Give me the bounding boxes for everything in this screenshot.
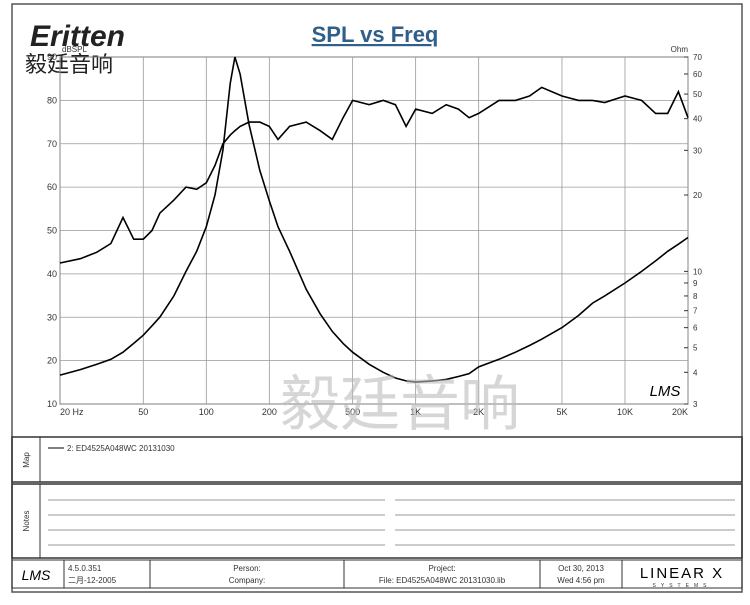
plot-annotation: LMS bbox=[650, 383, 681, 400]
y-tick-label: 80 bbox=[47, 95, 57, 105]
y2-tick-label: 3 bbox=[693, 400, 698, 409]
y-tick-label: 40 bbox=[47, 269, 57, 279]
chart-title: SPL vs Freq bbox=[312, 22, 439, 47]
y2-tick-label: 50 bbox=[693, 90, 702, 99]
y2-tick-label: 20 bbox=[693, 191, 702, 200]
y2-tick-label: 10 bbox=[693, 267, 702, 276]
legend-entry: 2: ED4525A048WC 20131030 bbox=[67, 444, 175, 453]
y-tick-label: 10 bbox=[47, 399, 57, 409]
y-tick-label: 20 bbox=[47, 356, 57, 366]
footer-lms: LMS bbox=[22, 567, 51, 583]
y2-tick-label: 5 bbox=[693, 344, 698, 353]
logo-cn: 毅廷音响 bbox=[25, 52, 113, 77]
frame bbox=[11, 3, 743, 593]
y2-tick-label: 7 bbox=[693, 307, 698, 316]
person: Person: bbox=[233, 564, 261, 573]
y2-axis-label: Ohm bbox=[671, 45, 689, 54]
note-lines bbox=[48, 499, 735, 546]
map-label: Map bbox=[22, 452, 31, 468]
brand-sub: SYSTEMS bbox=[653, 583, 712, 589]
y2-tick-label: 4 bbox=[693, 368, 698, 377]
watermark: 毅廷音响 bbox=[280, 371, 520, 438]
y-axis-label: dBSPL bbox=[62, 45, 87, 54]
x-tick-label: 5K bbox=[556, 407, 567, 417]
y-tick-label: 60 bbox=[47, 182, 57, 192]
y2-tick-label: 9 bbox=[693, 279, 698, 288]
y-tick-label: 90 bbox=[47, 52, 57, 62]
map-section bbox=[11, 436, 743, 483]
x-tick-label: 20K bbox=[672, 407, 688, 417]
footer-date: Oct 30, 2013 bbox=[558, 564, 604, 573]
x-tick-label: 10K bbox=[617, 407, 633, 417]
y2-tick-label: 70 bbox=[693, 53, 702, 62]
date: 二月-12-2005 bbox=[68, 576, 117, 585]
x-tick-label: 500 bbox=[345, 407, 360, 417]
x-tick-label: 1K bbox=[410, 407, 421, 417]
x-tick-label: 100 bbox=[199, 407, 214, 417]
logo: Eritten bbox=[30, 20, 125, 53]
y2-tick-label: 6 bbox=[693, 324, 698, 333]
brand: LINEAR X bbox=[640, 565, 724, 582]
version: 4.5.0.351 bbox=[68, 564, 102, 573]
y-tick-label: 50 bbox=[47, 226, 57, 236]
x-tick-label: 20 Hz bbox=[60, 407, 84, 417]
x-tick-label: 50 bbox=[138, 407, 148, 417]
x-tick-label: 200 bbox=[262, 407, 277, 417]
project: Project: bbox=[428, 564, 455, 573]
plot: 20 Hz 50 100 200 500 1K 2K 5K 10K 20K 10 20 30 40 50 60… bbox=[47, 52, 702, 417]
y-tick-label: 30 bbox=[47, 312, 57, 322]
y2-tick-label: 40 bbox=[693, 115, 702, 124]
file: File: ED4525A048WC 20131030.lib bbox=[379, 576, 506, 585]
y2-tick-label: 60 bbox=[693, 70, 702, 79]
data-line bbox=[59, 86, 689, 264]
y2-tick-label: 30 bbox=[693, 146, 702, 155]
company: Company: bbox=[229, 576, 265, 585]
y2-tick-label: 8 bbox=[693, 292, 698, 301]
data-line bbox=[59, 56, 689, 383]
footer-time: Wed 4:56 pm bbox=[557, 576, 605, 585]
y-tick-label: 70 bbox=[47, 139, 57, 149]
notes-label: Notes bbox=[22, 511, 31, 532]
footer-boxes bbox=[11, 559, 743, 589]
x-tick-label: 2K bbox=[473, 407, 484, 417]
notes-section bbox=[11, 483, 743, 559]
